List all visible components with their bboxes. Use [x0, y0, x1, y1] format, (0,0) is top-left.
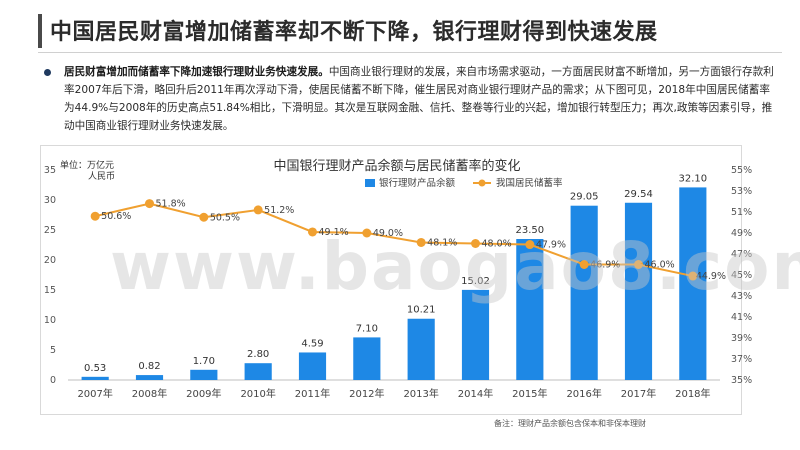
right-axis-tick: 41% [731, 312, 752, 323]
bar-label: 7.10 [356, 323, 378, 334]
bar-2007年 [81, 376, 109, 380]
savings-label: 51.2% [264, 205, 294, 216]
unit-label-line2: 人民币 [88, 171, 115, 182]
x-axis-tick: 2008年 [132, 387, 167, 400]
savings-point-2018年 [688, 271, 698, 281]
x-axis-tick: 2009年 [186, 387, 221, 400]
bar-2011年 [298, 352, 327, 380]
bar-2015年 [516, 239, 544, 380]
bar-2018年 [679, 187, 707, 380]
savings-label: 49.1% [319, 227, 349, 238]
right-axis-tick: 49% [731, 228, 752, 239]
right-axis-tick: 51% [731, 207, 752, 218]
bar-2013年 [407, 318, 435, 380]
bar-label: 2.80 [247, 349, 269, 360]
intro-paragraph-lead: 居民财富增加而储蓄率下降加速银行理财业务快速发展。 [64, 66, 329, 78]
savings-label: 51.8% [156, 199, 186, 210]
savings-label: 49.0% [373, 228, 403, 239]
bar-label: 10.21 [407, 305, 436, 316]
bar-label: 29.54 [624, 189, 653, 200]
x-axis-tick: 2015年 [512, 387, 547, 400]
bar-label: 29.05 [570, 192, 599, 203]
bar-label: 15.02 [461, 276, 490, 287]
chart-note: 备注：理财产品余额包含保本和非保本理财 [494, 419, 646, 428]
savings-label: 47.9% [536, 240, 566, 251]
bar-2012年 [353, 337, 381, 380]
left-axis-tick: 15 [44, 285, 56, 296]
savings-label: 46.9% [590, 260, 620, 271]
x-axis-tick: 2012年 [349, 387, 384, 400]
savings-point-2013年 [416, 237, 426, 247]
bar-label: 0.53 [84, 363, 106, 374]
savings-point-2008年 [145, 199, 154, 209]
savings-point-2010年 [253, 205, 263, 215]
bar-label: 32.10 [679, 173, 708, 184]
page-title: 中国居民财富增加储蓄率却不断下降，银行理财得到快速发展 [50, 20, 658, 45]
intro-paragraph-body: 中国商业银行理财的发展，来自市场需求驱动，一方面居民财富不断增加，另一方面银行存… [64, 66, 774, 132]
savings-point-2015年 [525, 240, 535, 250]
savings-point-2016年 [579, 260, 589, 269]
legend-line-label: 我国居民储蓄率 [496, 177, 563, 189]
left-axis-tick: 30 [44, 195, 56, 206]
left-axis-tick: 20 [44, 255, 56, 266]
savings-rate-line [94, 202, 694, 278]
watermark: www.baogao8.com [110, 228, 800, 305]
right-axis-tick: 55% [731, 165, 752, 176]
x-axis-tick: 2016年 [566, 387, 601, 400]
unit-label-line1: 单位：万亿元 [60, 159, 114, 171]
title-divider [38, 52, 782, 53]
left-axis-tick: 25 [44, 225, 56, 236]
bar-2014年 [461, 289, 490, 380]
savings-label: 50.5% [210, 212, 240, 223]
title-accent-bar [38, 14, 42, 48]
x-axis-tick: 2018年 [675, 387, 710, 400]
right-axis-tick: 45% [731, 270, 752, 281]
legend-bar-swatch [365, 179, 375, 187]
left-axis-tick: 0 [50, 375, 56, 386]
savings-point-2009年 [199, 212, 209, 222]
left-axis-tick: 10 [44, 315, 56, 326]
savings-label: 44.9% [696, 271, 726, 282]
savings-label: 48.0% [482, 239, 512, 250]
x-axis-tick: 2007年 [77, 387, 112, 400]
bar-2009年 [190, 369, 218, 380]
bar-label: 23.50 [516, 225, 545, 236]
savings-point-2017年 [634, 260, 643, 269]
savings-point-2011年 [308, 227, 317, 237]
bar-2016年 [570, 205, 598, 380]
savings-label: 46.0% [645, 260, 675, 271]
x-axis-tick: 2010年 [240, 387, 275, 400]
bar-label: 1.70 [193, 356, 215, 367]
savings-label: 50.6% [101, 211, 131, 222]
left-axis-tick: 5 [50, 345, 56, 356]
right-axis-tick: 39% [731, 333, 752, 344]
x-axis-tick: 2014年 [458, 387, 493, 400]
bar-2017年 [624, 202, 653, 380]
legend-bar-label: 银行理财产品余额 [379, 177, 456, 189]
bar-2010年 [244, 363, 272, 380]
right-axis-tick: 37% [731, 354, 752, 365]
bar-label: 0.82 [138, 361, 160, 372]
right-axis-tick: 53% [731, 186, 752, 197]
savings-point-2014年 [471, 239, 480, 248]
x-axis-tick: 2017年 [621, 387, 656, 400]
bullet-icon [44, 69, 51, 76]
savings-label: 48.1% [427, 237, 457, 248]
chart-title: 中国银行理财产品余额与居民储蓄率的变化 [273, 158, 520, 174]
right-axis-tick: 35% [731, 375, 752, 386]
right-axis-tick: 43% [731, 291, 752, 302]
savings-point-2007年 [90, 211, 100, 221]
right-axis-tick: 47% [731, 249, 752, 260]
legend-line-marker [478, 179, 486, 187]
x-axis-tick: 2011年 [295, 387, 330, 400]
bar-label: 4.59 [301, 338, 323, 349]
left-axis-tick: 35 [44, 165, 56, 176]
chart-frame [40, 145, 742, 415]
intro-paragraph: 居民财富增加而储蓄率下降加速银行理财业务快速发展。中国商业银行理财的发展，来自市… [64, 63, 776, 135]
savings-point-2012年 [362, 228, 372, 238]
bar-2008年 [135, 375, 164, 380]
x-axis-tick: 2013年 [403, 387, 438, 400]
